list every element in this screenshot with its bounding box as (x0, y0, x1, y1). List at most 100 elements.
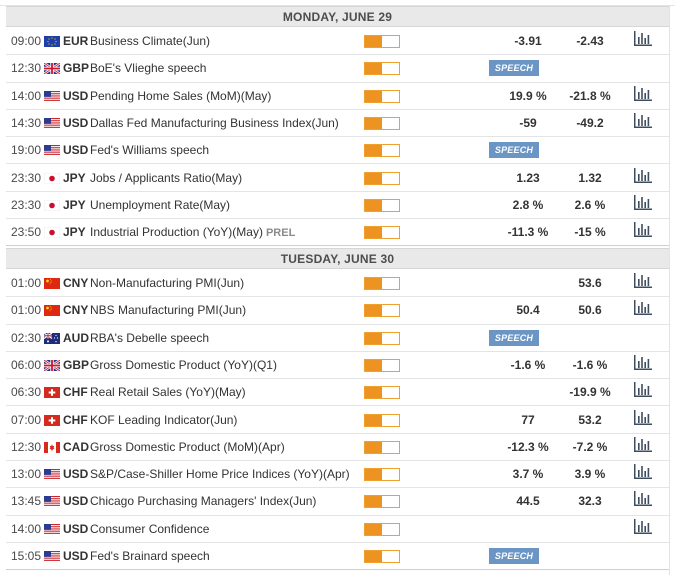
event-row[interactable]: 14:30 USD Dallas Fed Manufacturing Busines… (6, 109, 669, 138)
event-time: 14:00 (11, 88, 42, 103)
event-name-link[interactable]: Fed's Williams speech (90, 143, 209, 158)
flag-us-icon (44, 551, 60, 562)
event-row[interactable]: 12:30 CAD Gross Domestic Product (MoM)(Apr… (6, 433, 669, 462)
event-time: 19:00 (11, 143, 42, 158)
bar-chart-icon[interactable] (633, 518, 653, 535)
top-border (0, 0, 675, 6)
event-name-link[interactable]: NBS Manufacturing PMI(Jun) (90, 303, 247, 318)
currency-code: AUD (63, 330, 89, 345)
bar-chart-icon[interactable] (633, 30, 653, 47)
event-time: 01:00 (11, 276, 42, 290)
bar-chart-icon[interactable] (633, 85, 653, 102)
impact-meter (364, 144, 400, 158)
event-time: 12:30 (11, 439, 42, 454)
event-name-link[interactable]: Gross Domestic Product (MoM)(Apr) (90, 439, 285, 454)
flag-us-icon (44, 117, 60, 129)
event-row[interactable]: 01:00 CNY NBS Manufacturing PMI(Jun) 50.4 50… (6, 297, 669, 325)
bar-chart-icon[interactable] (633, 463, 653, 480)
impact-meter (364, 522, 400, 536)
consensus-value: -2.43 (576, 34, 604, 48)
event-name-link[interactable]: Pending Home Sales (MoM)(May) (90, 88, 272, 103)
impact-meter (364, 550, 400, 563)
impact-fill (365, 36, 382, 47)
impact-meter (364, 277, 400, 290)
event-row[interactable]: 14:00 USD Consumer Confidence (6, 515, 669, 543)
speech-badge[interactable]: SPEECH (489, 60, 539, 77)
impact-fill (365, 90, 382, 102)
event-row[interactable]: 06:00 GBP Gross Domestic Product (YoY)(Q1)… (6, 351, 669, 380)
event-name-link[interactable]: Real Retail Sales (YoY)(May) (90, 385, 246, 400)
bar-chart-icon[interactable] (633, 409, 653, 426)
event-row[interactable]: 14:00 USD Pending Home Sales (MoM)(May) 19.… (6, 82, 669, 110)
bar-chart-icon[interactable] (633, 354, 653, 371)
event-time: 02:30 (11, 330, 42, 345)
event-row[interactable]: 09:00 EUR Business Climate(Jun) -3.91 -2.43 (6, 28, 669, 56)
event-row[interactable]: 01:00 CNY Non-Manufacturing PMI(Jun) 53.6 (6, 270, 669, 298)
event-name-link[interactable]: Chicago Purchasing Managers' Index(Jun) (90, 494, 317, 509)
flag-au-icon (44, 332, 60, 344)
event-row[interactable]: 15:05 USD Fed's Brainard speech SPEECH (6, 543, 669, 571)
bar-chart-icon[interactable] (633, 194, 653, 211)
event-name-link[interactable]: RBA's Debelle speech (90, 330, 210, 345)
event-row[interactable]: 06:30 CHF Real Retail Sales (YoY)(May) -19.… (6, 379, 669, 407)
bar-chart-icon[interactable] (633, 299, 653, 316)
event-name-link[interactable]: Dallas Fed Manufacturing Business Index(… (90, 115, 339, 130)
event-row[interactable]: 07:00 CHF KOF Leading Indicator(Jun) 77 53.2 (6, 406, 669, 434)
event-name-link[interactable]: Jobs / Applicants Ratio(May) (90, 170, 243, 185)
event-name-link[interactable]: BoE's Vlieghe speech (90, 61, 207, 76)
impact-meter (364, 62, 400, 76)
flag-ch-icon (44, 387, 60, 399)
impact-meter (364, 35, 400, 48)
consensus-value: 3.9 % (574, 467, 606, 482)
flag-us-icon (44, 469, 60, 481)
event-row[interactable]: 13:00 USD S&P/Case-Shiller Home Price Indi… (6, 461, 669, 489)
event-row[interactable]: 02:30 AUD RBA's Debelle speech SPEECH (6, 324, 669, 352)
event-name-link[interactable]: Industrial Production (YoY)(May) PREL (90, 225, 296, 240)
impact-meter (364, 386, 400, 400)
event-time: 15:05 (11, 549, 42, 563)
event-name-link[interactable]: Consumer Confidence (90, 521, 210, 536)
event-name-link[interactable]: Non-Manufacturing PMI(Jun) (90, 276, 245, 290)
bar-chart-icon[interactable] (633, 436, 653, 453)
bar-chart-icon[interactable] (633, 221, 653, 238)
event-name-link[interactable]: KOF Leading Indicator(Jun) (90, 412, 238, 427)
impact-fill (365, 278, 382, 289)
consensus-value: 53.6 (578, 276, 602, 290)
speech-badge[interactable]: SPEECH (489, 142, 539, 159)
event-row[interactable]: 23:30 JPY Unemployment Rate(May) 2.8 % 2.6 % (6, 191, 669, 220)
consensus-value: -49.2 (576, 115, 604, 130)
currency-code: USD (63, 88, 89, 103)
event-row[interactable]: 19:00 USD Fed's Williams speech SPEECH (6, 137, 669, 165)
bar-chart-icon[interactable] (633, 490, 653, 507)
speech-badge[interactable]: SPEECH (489, 329, 539, 346)
bar-chart-icon[interactable] (633, 167, 653, 184)
event-row[interactable]: 23:50 JPY Industrial Production (YoY)(May)… (6, 219, 669, 247)
day-header: TUESDAY, JUNE 30 (6, 248, 669, 269)
currency-code: CHF (63, 385, 88, 400)
speech-badge[interactable]: SPEECH (489, 548, 539, 564)
impact-meter (364, 89, 400, 103)
event-time: 23:30 (11, 197, 42, 212)
impact-meter (364, 358, 400, 372)
event-name-link[interactable]: Gross Domestic Product (YoY)(Q1) (90, 357, 277, 372)
consensus-value: 32.3 (578, 494, 602, 509)
impact-fill (365, 414, 382, 426)
actual-value: -59 (519, 115, 537, 130)
event-name-link[interactable]: Business Climate(Jun) (90, 34, 211, 48)
event-row[interactable]: 13:45 USD Chicago Purchasing Managers' Ind… (6, 488, 669, 516)
event-time: 07:00 (11, 412, 42, 427)
currency-code: USD (63, 115, 89, 130)
event-row[interactable]: 23:30 JPY Jobs / Applicants Ratio(May) 1.23… (6, 164, 669, 192)
event-row[interactable]: 12:30 GBP BoE's Vlieghe speech SPEECH (6, 55, 669, 83)
actual-value: 1.23 (516, 170, 540, 185)
event-name-link[interactable]: Fed's Brainard speech (90, 549, 210, 563)
bar-chart-icon[interactable] (633, 381, 653, 398)
flag-eu-icon (44, 36, 60, 47)
currency-code: USD (63, 143, 89, 158)
impact-meter (364, 304, 400, 318)
event-name-link[interactable]: S&P/Case-Shiller Home Price Indices (YoY… (90, 467, 350, 482)
event-name-link[interactable]: Unemployment Rate(May) (90, 197, 231, 212)
bar-chart-icon[interactable] (633, 112, 653, 129)
impact-fill (365, 496, 382, 508)
bar-chart-icon[interactable] (633, 272, 653, 289)
